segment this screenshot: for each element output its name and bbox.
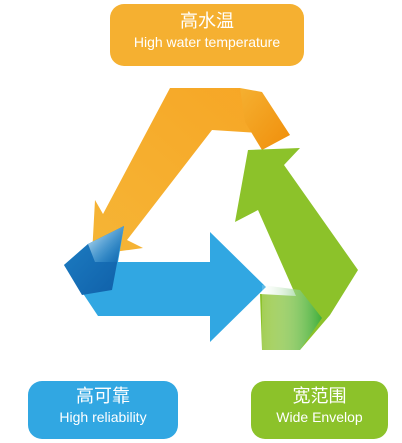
right-label-en: Wide Envelop	[276, 409, 363, 425]
left-label-en: High reliability	[59, 409, 147, 425]
right-label-zh: 宽范围	[292, 386, 347, 407]
high-water-temperature-label: 高水温 High water temperature	[110, 4, 304, 66]
left-label-zh: 高可靠	[76, 386, 130, 407]
green-arrow	[235, 148, 358, 350]
orange-arrow	[92, 88, 290, 255]
high-reliability-label: 高可靠 High reliability	[28, 381, 178, 439]
wide-envelop-label: 宽范围 Wide Envelop	[251, 381, 388, 439]
blue-arrow	[64, 226, 266, 342]
top-label-en: High water temperature	[133, 34, 281, 50]
top-label-zh: 高水温	[180, 11, 234, 32]
